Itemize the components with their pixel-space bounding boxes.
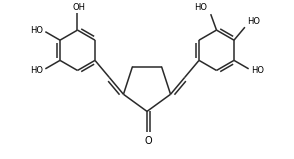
Text: HO: HO [248, 17, 260, 26]
Text: OH: OH [72, 3, 85, 12]
Text: HO: HO [251, 66, 264, 75]
Text: O: O [144, 135, 152, 145]
Text: HO: HO [30, 66, 43, 75]
Text: HO: HO [30, 26, 43, 35]
Text: HO: HO [194, 3, 207, 12]
